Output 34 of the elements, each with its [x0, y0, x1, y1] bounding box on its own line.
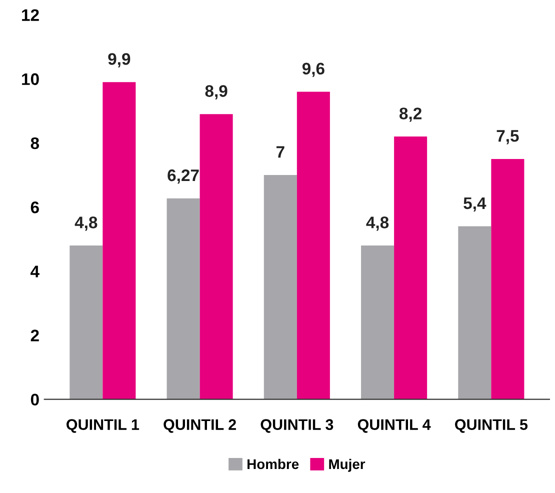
- data-label: 4,8: [366, 216, 389, 231]
- x-tick-label: QUINTIL 2: [164, 419, 236, 433]
- data-label: 7: [276, 146, 284, 158]
- bar: [491, 158, 524, 400]
- data-label: 4,8: [74, 216, 98, 231]
- data-label: 7,5: [496, 130, 519, 144]
- bar: [458, 226, 492, 400]
- y-tick-label: 4: [30, 266, 40, 278]
- x-tick-label: QUINTIL 4: [358, 419, 431, 433]
- bar: [264, 175, 297, 400]
- y-tick-label: 10: [22, 73, 39, 86]
- y-tick-label: 8: [30, 137, 40, 150]
- y-tick-label: 2: [30, 330, 39, 342]
- data-label: 6,27: [168, 169, 199, 184]
- data-label: 5,4: [464, 197, 486, 212]
- x-tick-label: QUINTIL 5: [455, 419, 528, 433]
- data-label: 8,9: [205, 85, 228, 100]
- bar: [70, 246, 103, 400]
- data-label: 9,6: [302, 62, 324, 77]
- bar: [361, 246, 394, 400]
- data-label: 8,2: [400, 108, 422, 122]
- y-tick-label: 6: [30, 201, 39, 214]
- bar: [200, 114, 233, 400]
- bar: [296, 92, 330, 400]
- bar: [394, 136, 428, 400]
- bar: [166, 198, 200, 400]
- x-tick-label: QUINTIL 1: [66, 419, 140, 433]
- legend-label: Hombre: [248, 458, 299, 470]
- x-tick-label: QUINTIL 3: [260, 419, 334, 433]
- legend-label: Mujer: [329, 458, 366, 472]
- y-tick-label: 12: [22, 9, 39, 21]
- data-label: 9,9: [108, 53, 130, 68]
- y-tick-label: 0: [30, 394, 39, 406]
- bar: [102, 82, 136, 400]
